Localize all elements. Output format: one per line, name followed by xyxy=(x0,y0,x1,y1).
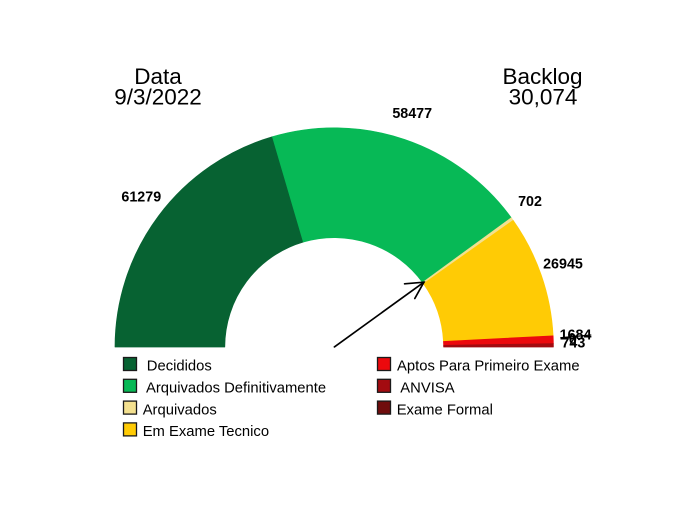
svg-text:0: 0 xyxy=(569,332,577,348)
svg-text:30,074: 30,074 xyxy=(509,84,578,109)
svg-text:Backlog: Backlog xyxy=(502,64,582,89)
svg-text:58477: 58477 xyxy=(392,106,432,122)
svg-text:Decididos: Decididos xyxy=(143,359,212,375)
svg-text:Arquivados Definitivamente: Arquivados Definitivamente xyxy=(143,381,326,397)
svg-text:702: 702 xyxy=(518,194,542,210)
svg-text:ANVISA: ANVISA xyxy=(397,381,455,397)
svg-text:9/3/2022: 9/3/2022 xyxy=(114,84,202,109)
svg-text:61279: 61279 xyxy=(121,190,161,206)
svg-text:Arquivados: Arquivados xyxy=(143,402,217,418)
svg-text:Data: Data xyxy=(134,64,182,89)
svg-text:743: 743 xyxy=(561,335,585,351)
svg-text:Exame Formal: Exame Formal xyxy=(397,402,493,418)
svg-text:26945: 26945 xyxy=(543,256,583,272)
svg-text:1684: 1684 xyxy=(560,328,592,344)
svg-text:Em Exame Tecnico: Em Exame Tecnico xyxy=(143,424,269,440)
svg-text:Aptos Para Primeiro Exame: Aptos Para Primeiro Exame xyxy=(397,359,580,375)
